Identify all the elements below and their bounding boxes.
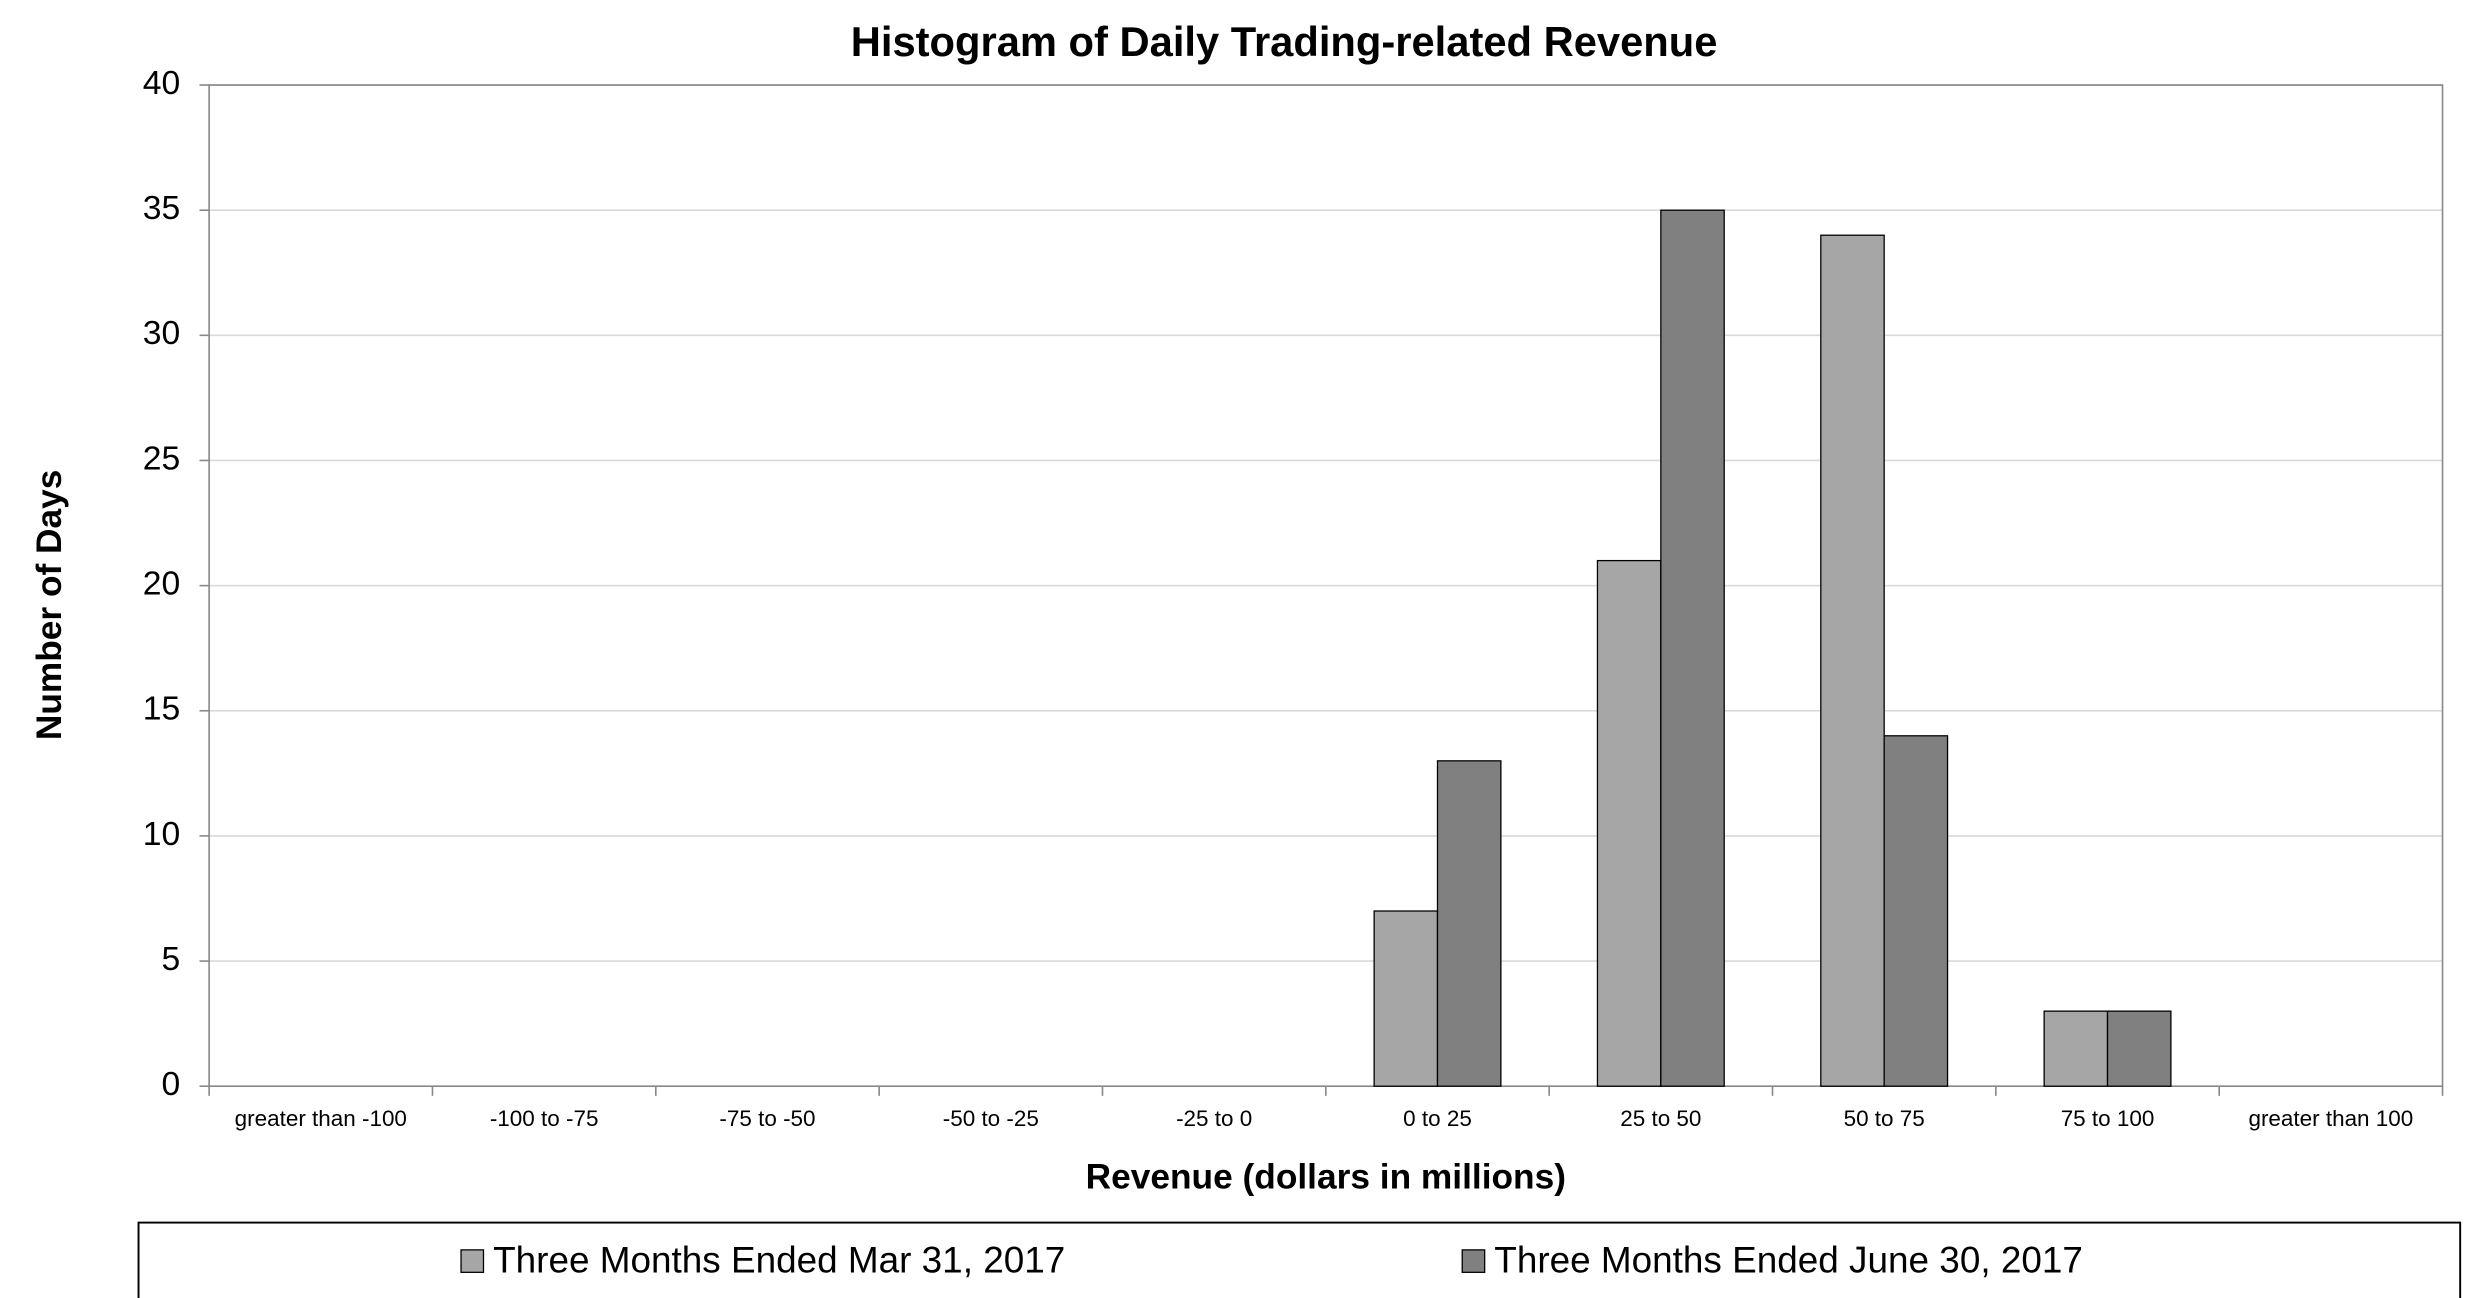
x-tick-label: 25 to 50: [1620, 1106, 1701, 1131]
bar: [1660, 209, 1725, 1087]
y-axis-label: Number of Days: [30, 470, 69, 741]
x-tick-label: -50 to -25: [943, 1106, 1039, 1131]
y-tick-label: 25: [143, 440, 180, 477]
x-axis-label: Revenue (dollars in millions): [1086, 1158, 1566, 1197]
y-tick-label: 35: [143, 190, 180, 227]
y-tick-label: 15: [143, 691, 180, 728]
legend-label: Three Months Ended Mar 31, 2017: [493, 1239, 1065, 1280]
x-tick-label: 50 to 75: [1844, 1106, 1925, 1131]
x-tick-label: -25 to 0: [1176, 1106, 1252, 1131]
y-tick-label: 20: [143, 566, 180, 603]
bar: [1436, 760, 1502, 1087]
y-tick-label: 10: [143, 816, 180, 853]
y-tick-label: 5: [161, 941, 180, 978]
bar: [2043, 1010, 2109, 1087]
x-tick-label: 0 to 25: [1403, 1106, 1472, 1131]
x-tick-label: -100 to -75: [490, 1106, 599, 1131]
y-tick-label: 40: [143, 65, 180, 102]
bar: [1373, 910, 1439, 1087]
bar: [1883, 735, 1949, 1087]
x-tick-label: -75 to -50: [719, 1106, 815, 1131]
bar: [2106, 1010, 2172, 1087]
x-tick-label: 75 to 100: [2061, 1106, 2155, 1131]
y-tick-label: 0: [161, 1066, 180, 1103]
bar: [1820, 234, 1885, 1087]
x-tick-label: greater than 100: [2248, 1106, 2413, 1131]
y-tick-label: 30: [143, 315, 180, 352]
chart-title: Histogram of Daily Trading-related Reven…: [851, 18, 1718, 65]
legend-box: [137, 1221, 2462, 1298]
bar: [1596, 559, 1662, 1087]
legend-swatch: [460, 1249, 485, 1273]
legend-swatch: [1461, 1249, 1486, 1273]
x-tick-label: greater than -100: [235, 1106, 407, 1131]
legend-label: Three Months Ended June 30, 2017: [1494, 1239, 2083, 1280]
